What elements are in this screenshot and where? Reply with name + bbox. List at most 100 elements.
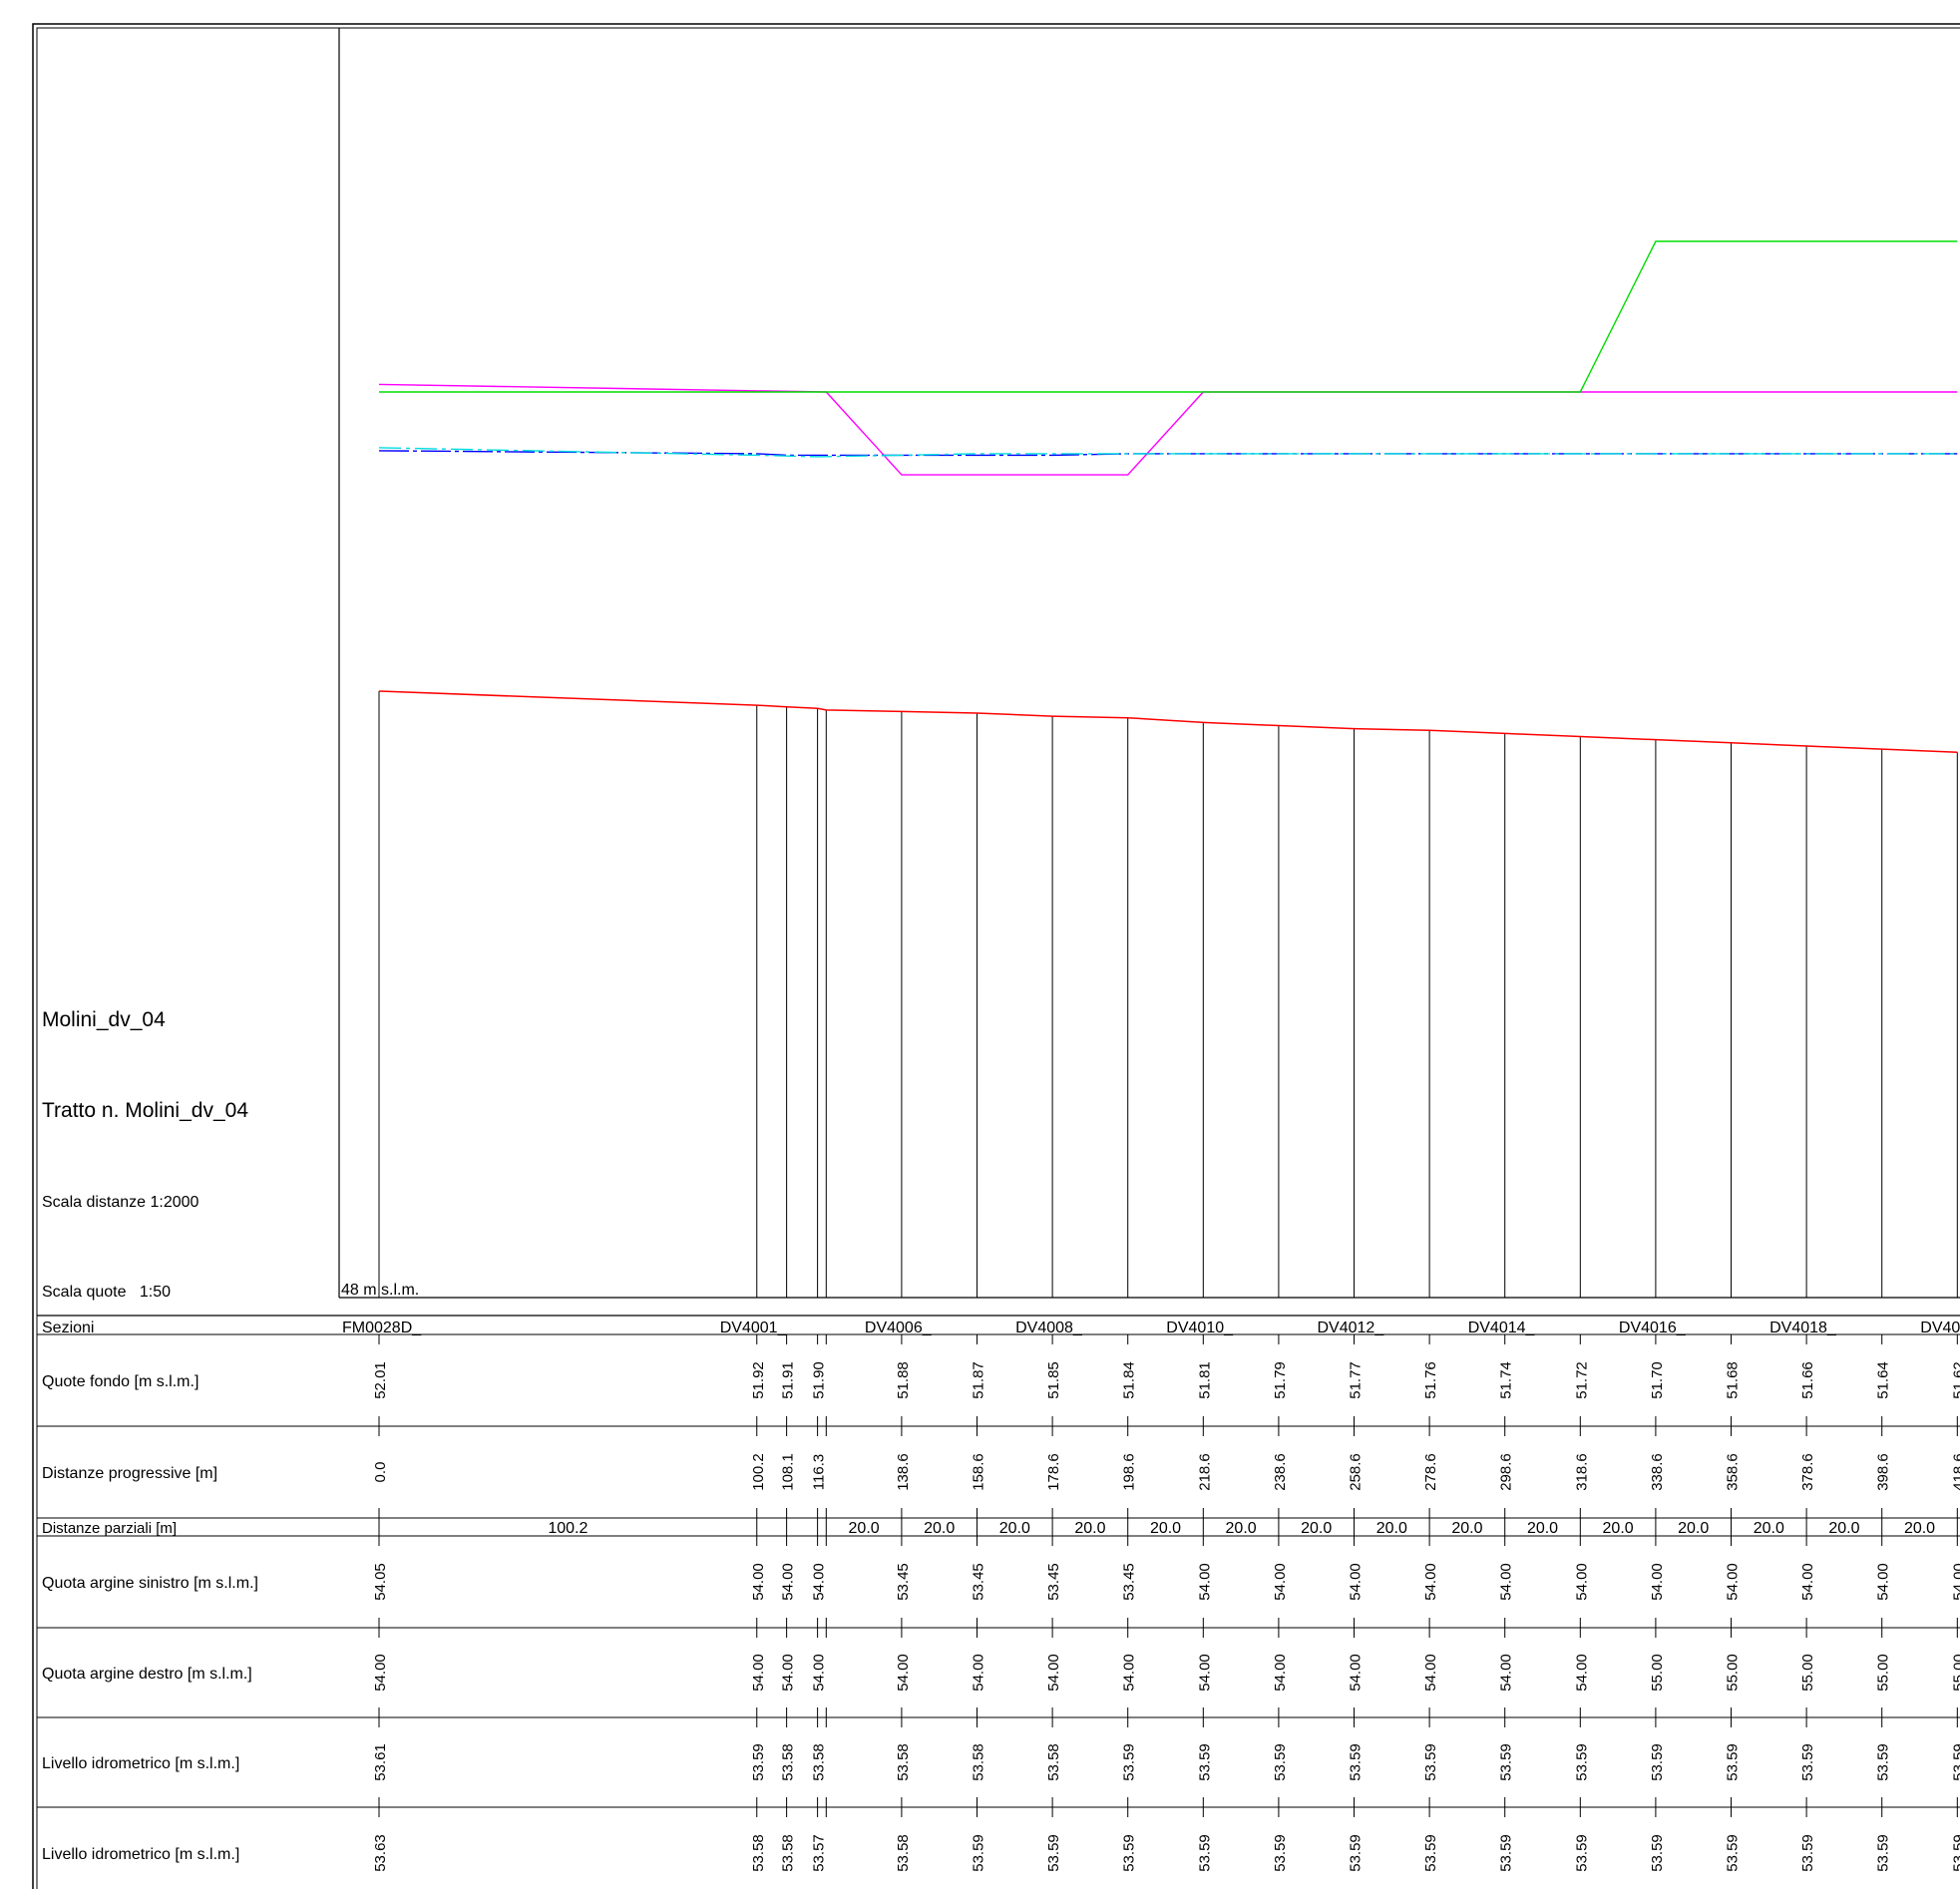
table-cell-value: 53.59 [1725, 1743, 1742, 1781]
partial-distance-value: 100.2 [548, 1520, 588, 1537]
section-name: DV4018_ [1769, 1320, 1837, 1336]
table-cell-value: 53.59 [1272, 1743, 1289, 1781]
left-bank-line [378, 383, 1958, 476]
table-cell-value: 53.59 [1498, 1743, 1515, 1781]
partial-distance-value: 20.0 [1451, 1520, 1482, 1537]
table-cell-value: 55.00 [1649, 1654, 1666, 1692]
section-name: DV4008_ [1015, 1320, 1083, 1336]
right-bank-line [379, 240, 1958, 393]
table-cell-value: 53.59 [1799, 1743, 1816, 1781]
table-cell-value: 116.3 [811, 1454, 828, 1490]
table-cell-value: 51.66 [1799, 1361, 1816, 1399]
sections-row-label: Sezioni [42, 1320, 94, 1336]
partial-distances-label: Distanze parziali [m] [42, 1520, 177, 1537]
table-cell-value: 54.00 [1272, 1654, 1289, 1692]
outer-frame [32, 23, 1960, 1889]
table-cell-value: 53.45 [1045, 1563, 1062, 1601]
table-cell-value: 54.00 [750, 1654, 767, 1692]
table-cell-value: 51.77 [1348, 1361, 1365, 1399]
table-row-label: Distanze progressive [m] [42, 1465, 217, 1482]
table-cell-value: 298.6 [1498, 1453, 1515, 1491]
section-name: DV4016_ [1619, 1320, 1687, 1336]
table-cell-value: 0.0 [372, 1462, 389, 1483]
table-cell-value: 51.81 [1196, 1361, 1213, 1399]
table-cell-value: 53.58 [780, 1834, 797, 1872]
table-cell-value: 53.59 [1121, 1743, 1138, 1781]
table-cell-value: 53.58 [780, 1743, 797, 1781]
table-cell-value: 53.61 [372, 1743, 389, 1781]
datum-label: 48 m s.l.m. [341, 1282, 419, 1299]
table-cell-value: 53.59 [1348, 1743, 1365, 1781]
section-name: DV4020_ [1920, 1320, 1960, 1336]
table-cell-value: 51.88 [895, 1361, 912, 1399]
table-cell-value: 54.00 [1196, 1654, 1213, 1692]
table-cell-value: 54.00 [811, 1563, 828, 1601]
partial-distance-value: 20.0 [1527, 1520, 1558, 1537]
table-cell-value: 358.6 [1725, 1453, 1742, 1491]
partial-distance-value: 20.0 [1150, 1520, 1181, 1537]
table-cell-value: 158.6 [971, 1453, 987, 1491]
table-cell-value: 53.58 [971, 1743, 987, 1781]
table-cell-value: 51.79 [1272, 1361, 1289, 1399]
table-cell-value: 418.6 [1950, 1453, 1960, 1491]
table-cell-value: 53.57 [811, 1834, 828, 1872]
table-cell-value: 51.87 [971, 1361, 987, 1399]
table-cell-value: 51.85 [1045, 1361, 1062, 1399]
table-cell-value: 54.00 [1725, 1563, 1742, 1601]
partial-distance-value: 20.0 [1603, 1520, 1634, 1537]
table-cell-value: 53.58 [811, 1743, 828, 1781]
table-cell-value: 318.6 [1573, 1453, 1590, 1491]
table-cell-value: 278.6 [1422, 1453, 1439, 1491]
table-cell-value: 54.00 [1045, 1654, 1062, 1692]
project-name: Molini_dv_04 [42, 1008, 166, 1031]
table-cell-value: 100.2 [750, 1453, 767, 1491]
table-cell-value: 54.00 [780, 1563, 797, 1601]
table-row-label: Quota argine sinistro [m s.l.m.] [42, 1575, 258, 1592]
water-level-2-line [378, 447, 1958, 458]
partial-distance-value: 20.0 [1074, 1520, 1105, 1537]
table-cell-value: 54.00 [1649, 1563, 1666, 1601]
table-cell-value: 54.00 [1272, 1563, 1289, 1601]
table-cell-value: 53.45 [971, 1563, 987, 1601]
stretch-label: Tratto n. Molini_dv_04 [42, 1099, 248, 1122]
table-cell-value: 53.58 [895, 1743, 912, 1781]
table-cell-value: 51.68 [1725, 1361, 1742, 1399]
table-row-label: Quote fondo [m s.l.m.] [42, 1373, 198, 1390]
table-cell-value: 54.00 [750, 1563, 767, 1601]
table-cell-value: 54.00 [1348, 1654, 1365, 1692]
table-cell-value: 53.59 [1875, 1743, 1892, 1781]
table-cell-value: 53.59 [1196, 1834, 1213, 1872]
table-cell-value: 53.59 [1725, 1834, 1742, 1872]
table-cell-value: 51.84 [1121, 1361, 1138, 1399]
table-cell-value: 54.00 [1498, 1654, 1515, 1692]
section-name: DV4014_ [1468, 1320, 1536, 1336]
table-row-label: Quota argine destro [m s.l.m.] [42, 1666, 252, 1683]
table-cell-value: 53.59 [1498, 1834, 1515, 1872]
table-cell-value: 53.59 [1950, 1834, 1960, 1872]
table-cell-value: 338.6 [1649, 1453, 1666, 1491]
table-cell-value: 54.00 [372, 1654, 389, 1692]
table-cell-value: 53.59 [1348, 1834, 1365, 1872]
profile-table: Sezioni FM0028D_ DV4001_ DV4006_ DV4008_ DV40… [37, 1315, 1960, 1872]
table-cell-value: 54.00 [895, 1654, 912, 1692]
table-cell-value: 55.00 [1950, 1654, 1960, 1692]
table-cell-value: 51.76 [1422, 1361, 1439, 1399]
table-cell-value: 53.59 [750, 1743, 767, 1781]
partial-distance-value: 20.0 [1828, 1520, 1859, 1537]
table-cell-value: 54.00 [1573, 1563, 1590, 1601]
table-cell-value: 53.59 [1649, 1834, 1666, 1872]
table-cell-value: 53.45 [1121, 1563, 1138, 1601]
inner-frame [36, 27, 1960, 1889]
table-cell-value: 218.6 [1196, 1453, 1213, 1491]
section-name: DV4010_ [1166, 1320, 1234, 1336]
table-cell-value: 53.59 [1950, 1743, 1960, 1781]
table-cell-value: 138.6 [895, 1453, 912, 1491]
table-cell-value: 258.6 [1348, 1453, 1365, 1491]
table-cell-value: 54.00 [1875, 1563, 1892, 1601]
table-cell-value: 52.01 [372, 1361, 389, 1399]
table-cell-value: 238.6 [1272, 1453, 1289, 1491]
title-block: Molini_dv_04 Tratto n. Molini_dv_04 Scal… [42, 1008, 419, 1301]
table-cell-value: 53.59 [1272, 1834, 1289, 1872]
table-cell-value: 54.00 [971, 1654, 987, 1692]
